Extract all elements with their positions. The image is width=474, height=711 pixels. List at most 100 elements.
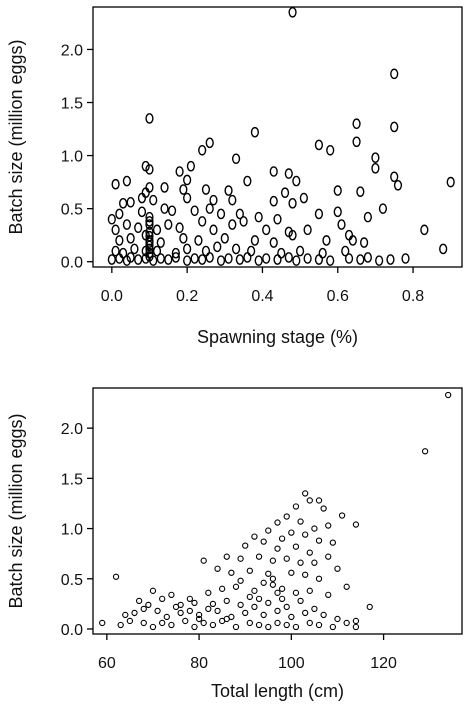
data-point <box>228 219 237 230</box>
data-point <box>302 531 309 538</box>
data-point <box>273 254 282 265</box>
data-point <box>152 224 162 236</box>
data-point <box>297 518 304 525</box>
data-point <box>401 253 410 264</box>
data-point <box>126 252 135 263</box>
y-tick-label: 1.0 <box>61 522 83 539</box>
data-point <box>205 137 214 149</box>
data-point <box>292 623 300 631</box>
plot-frame <box>92 387 463 635</box>
data-point <box>126 233 135 244</box>
data-point <box>175 222 184 234</box>
data-point <box>446 176 455 188</box>
data-point <box>190 253 199 264</box>
y-tick-label: 1.0 <box>61 149 83 166</box>
data-point <box>213 241 222 253</box>
data-point <box>122 175 131 187</box>
data-point <box>375 255 384 266</box>
data-point <box>111 224 120 236</box>
data-point <box>228 194 237 206</box>
data-point <box>352 623 360 631</box>
data-point <box>326 144 335 156</box>
data-point <box>274 545 281 552</box>
data-point <box>311 605 318 613</box>
data-point <box>288 229 297 241</box>
data-point <box>224 185 233 196</box>
data-point <box>269 237 278 248</box>
data-point <box>255 595 263 603</box>
data-point <box>302 571 309 578</box>
data-point <box>269 557 277 564</box>
data-point <box>292 503 300 510</box>
data-point <box>205 203 214 214</box>
y-tick-label: 0.5 <box>61 202 83 219</box>
data-point <box>378 203 388 214</box>
data-point <box>111 178 120 190</box>
data-point <box>254 211 263 223</box>
data-point <box>209 600 217 608</box>
data-point <box>186 607 194 615</box>
data-point <box>134 254 143 265</box>
data-point <box>183 174 192 186</box>
data-point <box>288 198 297 209</box>
data-point <box>314 254 324 265</box>
data-point <box>186 595 194 603</box>
data-point <box>318 247 327 259</box>
data-point <box>265 623 272 631</box>
data-point <box>122 219 131 230</box>
data-point <box>303 224 312 236</box>
data-point <box>274 589 281 596</box>
data-point <box>243 175 252 187</box>
data-point <box>284 168 293 179</box>
data-point <box>171 252 180 263</box>
data-point <box>111 245 120 257</box>
data-point <box>156 253 165 264</box>
data-point <box>260 538 267 545</box>
data-point <box>255 553 263 560</box>
data-point <box>145 216 154 227</box>
x-axis-label: Total length (cm) <box>211 681 344 701</box>
data-point <box>201 184 211 195</box>
data-point <box>352 118 361 130</box>
data-point <box>254 255 263 266</box>
data-point <box>209 621 217 629</box>
data-point <box>224 253 233 264</box>
y-tick-label: 1.5 <box>61 471 83 488</box>
data-point <box>232 623 240 631</box>
data-point <box>250 235 260 246</box>
data-point <box>315 575 323 582</box>
data-point <box>292 589 300 596</box>
data-point <box>341 245 350 257</box>
x-tick-label: 0.2 <box>176 288 198 305</box>
data-point <box>265 599 272 607</box>
data-point <box>126 617 134 625</box>
data-point <box>363 211 372 223</box>
x-tick-label: 0.6 <box>327 288 349 305</box>
data-point <box>277 247 286 259</box>
data-point <box>320 611 327 619</box>
data-point <box>243 252 252 263</box>
data-point <box>145 247 154 259</box>
data-point <box>333 206 342 218</box>
data-point <box>284 252 293 263</box>
x-tick-label: 80 <box>190 655 208 672</box>
y-tick-label: 0.0 <box>61 622 83 639</box>
data-point <box>168 591 175 598</box>
data-point <box>137 206 147 218</box>
data-point <box>356 186 365 197</box>
data-point <box>260 611 267 619</box>
data-point <box>278 535 286 542</box>
data-point <box>183 243 192 255</box>
data-point <box>205 605 212 613</box>
data-point <box>160 182 169 193</box>
data-point <box>182 617 189 625</box>
data-point <box>322 235 331 246</box>
data-point <box>329 623 336 631</box>
data-point <box>246 567 253 574</box>
scatter-panel-spawning-stage: 0.0 0.2 0.4 0.6 0.8 0.0 0.5 1.0 1.5 2.0 Spawning s… <box>6 6 463 347</box>
data-point <box>242 609 249 617</box>
data-point <box>274 619 281 627</box>
data-point <box>126 196 135 208</box>
data-point <box>251 603 258 611</box>
data-point <box>371 163 380 174</box>
